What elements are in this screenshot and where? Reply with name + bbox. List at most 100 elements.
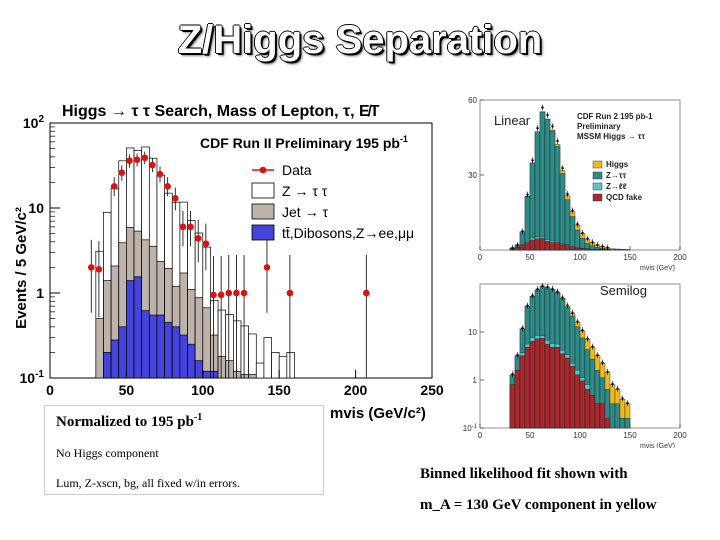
data-point [591,241,594,244]
bar-z-tautau [574,229,581,251]
legend-data-label: Data [282,162,312,178]
legend-z-tautau-swatch [592,171,603,180]
data-point [606,370,609,373]
note-no-higgs: No Higgs component [56,446,159,460]
y-tick-label: 102 [23,114,45,131]
legend-z-tautau-label: Z → τ τ [282,183,328,199]
x-axis-label: mvis (GeV) [640,443,675,448]
fit-text-line2-content: m_A = 130 GeV component in yellow [420,497,657,513]
bar-qcd-fake [594,403,601,429]
data-point [516,353,519,357]
x-tick-label: 0 [46,382,54,398]
bar-qcd-fake [579,380,586,429]
bar-ttbar-dibosons [210,370,219,379]
data-point [149,161,156,169]
x-tick-label: 0 [478,431,483,440]
legend-z-ll-label: Z→ℓℓ [606,182,627,191]
y-tick-label: 1 [36,285,44,301]
bar-z-tautau [271,352,280,379]
data-point [551,287,554,291]
x-tick-label: 250 [420,382,444,398]
note-normalized-text: Normalized to 195 pb [56,414,194,430]
data-point [541,284,544,288]
data-point [586,337,589,340]
x-tick-label: 50 [526,253,535,262]
bar-qcd-fake [599,249,606,251]
data-point [531,294,534,297]
data-point [541,106,544,109]
y-tick-label: 30 [468,171,477,180]
data-point [571,209,574,212]
data-point [210,291,217,299]
bar-qcd-fake [509,384,516,429]
bar-z-tautau [559,173,566,251]
bar-qcd-fake [569,246,576,251]
bar-ttbar-dibosons [194,360,204,379]
data-point [591,345,594,348]
bar-jet-fake [202,307,211,379]
data-point [164,183,171,190]
data-point [601,361,604,364]
legend-data-marker [259,166,267,174]
bar-jet-fake [95,318,104,379]
bar-qcd-fake [514,247,521,251]
bar-qcd-fake [589,249,596,251]
bar-z-tautau [529,162,536,251]
y-tick-label: 1 [473,376,478,385]
data-point [110,183,118,190]
legend-z-tautau-label: Z→ττ [606,171,626,180]
data-point [521,230,524,233]
note-box [44,405,324,495]
semilog-histogram: 0 50 100 150 200 mvis (GeV) 10-1 1 10 [463,282,687,448]
note-fixed: Lum, Z-xscn, bg, all fixed w/in errors. [56,476,240,490]
bar-ttbar-dibosons [118,326,127,379]
bar-qcd-fake [524,347,531,429]
bar-qcd-fake [564,245,571,251]
data-point [516,243,519,247]
bar-qcd-fake [594,249,601,251]
note-normalized: Normalized to 195 pb-1 [56,412,202,431]
x-tick-label: 0 [478,253,483,262]
y-tick-label: 10-1 [20,369,45,386]
bar-jet-fake [248,374,257,379]
data-point [566,304,569,307]
data-point [225,289,233,297]
x-tick-label: 50 [526,431,535,440]
bar-ttbar-dibosons [103,352,112,379]
bar-qcd-fake [584,389,591,429]
legend-jet-fake-swatch [251,203,275,220]
data-point [551,125,554,128]
data-point [202,240,210,248]
main-plot-title: Higgs → τ τ Search, Mass of Lepton, τ, E… [62,103,380,120]
data-point [141,154,149,162]
data-point [531,159,534,162]
data-point [556,290,559,293]
data-point [179,223,187,231]
data-point [187,223,194,231]
data-point [87,264,95,271]
legend-ttbar-label: tt̄,Dibosons,Z→ee,μμ [282,225,414,241]
x-tick-label: 150 [623,431,637,440]
linear-histogram: 0 50 100 150 200 mvis (GeV) 30 60 Higgs Z→ττ Z→ℓℓ… [468,96,687,272]
data-point [217,291,225,299]
bar-qcd-fake [584,248,591,251]
data-point [546,113,549,117]
bar-qcd-fake [559,244,566,251]
main-x-axis-label: mvis (GeV/c²) [330,405,426,422]
bar-z-tautau [569,216,576,251]
bar-z-tautau [544,119,551,251]
bar-qcd-fake [524,242,531,251]
linear-title-line: MSSM Higgs → ττ [577,132,645,141]
bar-qcd-fake [569,366,576,429]
bar-ttbar-dibosons [110,339,120,379]
bar-ttbar-dibosons [126,280,135,379]
data-point [526,304,529,307]
bar-ttbar-dibosons [148,314,158,379]
bar-z-tautau [263,337,272,379]
legend-ttbar-swatch [251,224,275,241]
bar-qcd-fake [519,355,526,429]
bar-qcd-fake [589,395,596,429]
x-tick-label: 100 [573,431,587,440]
legend-higgs-swatch [592,160,603,169]
bar-z-tautau [624,418,631,429]
